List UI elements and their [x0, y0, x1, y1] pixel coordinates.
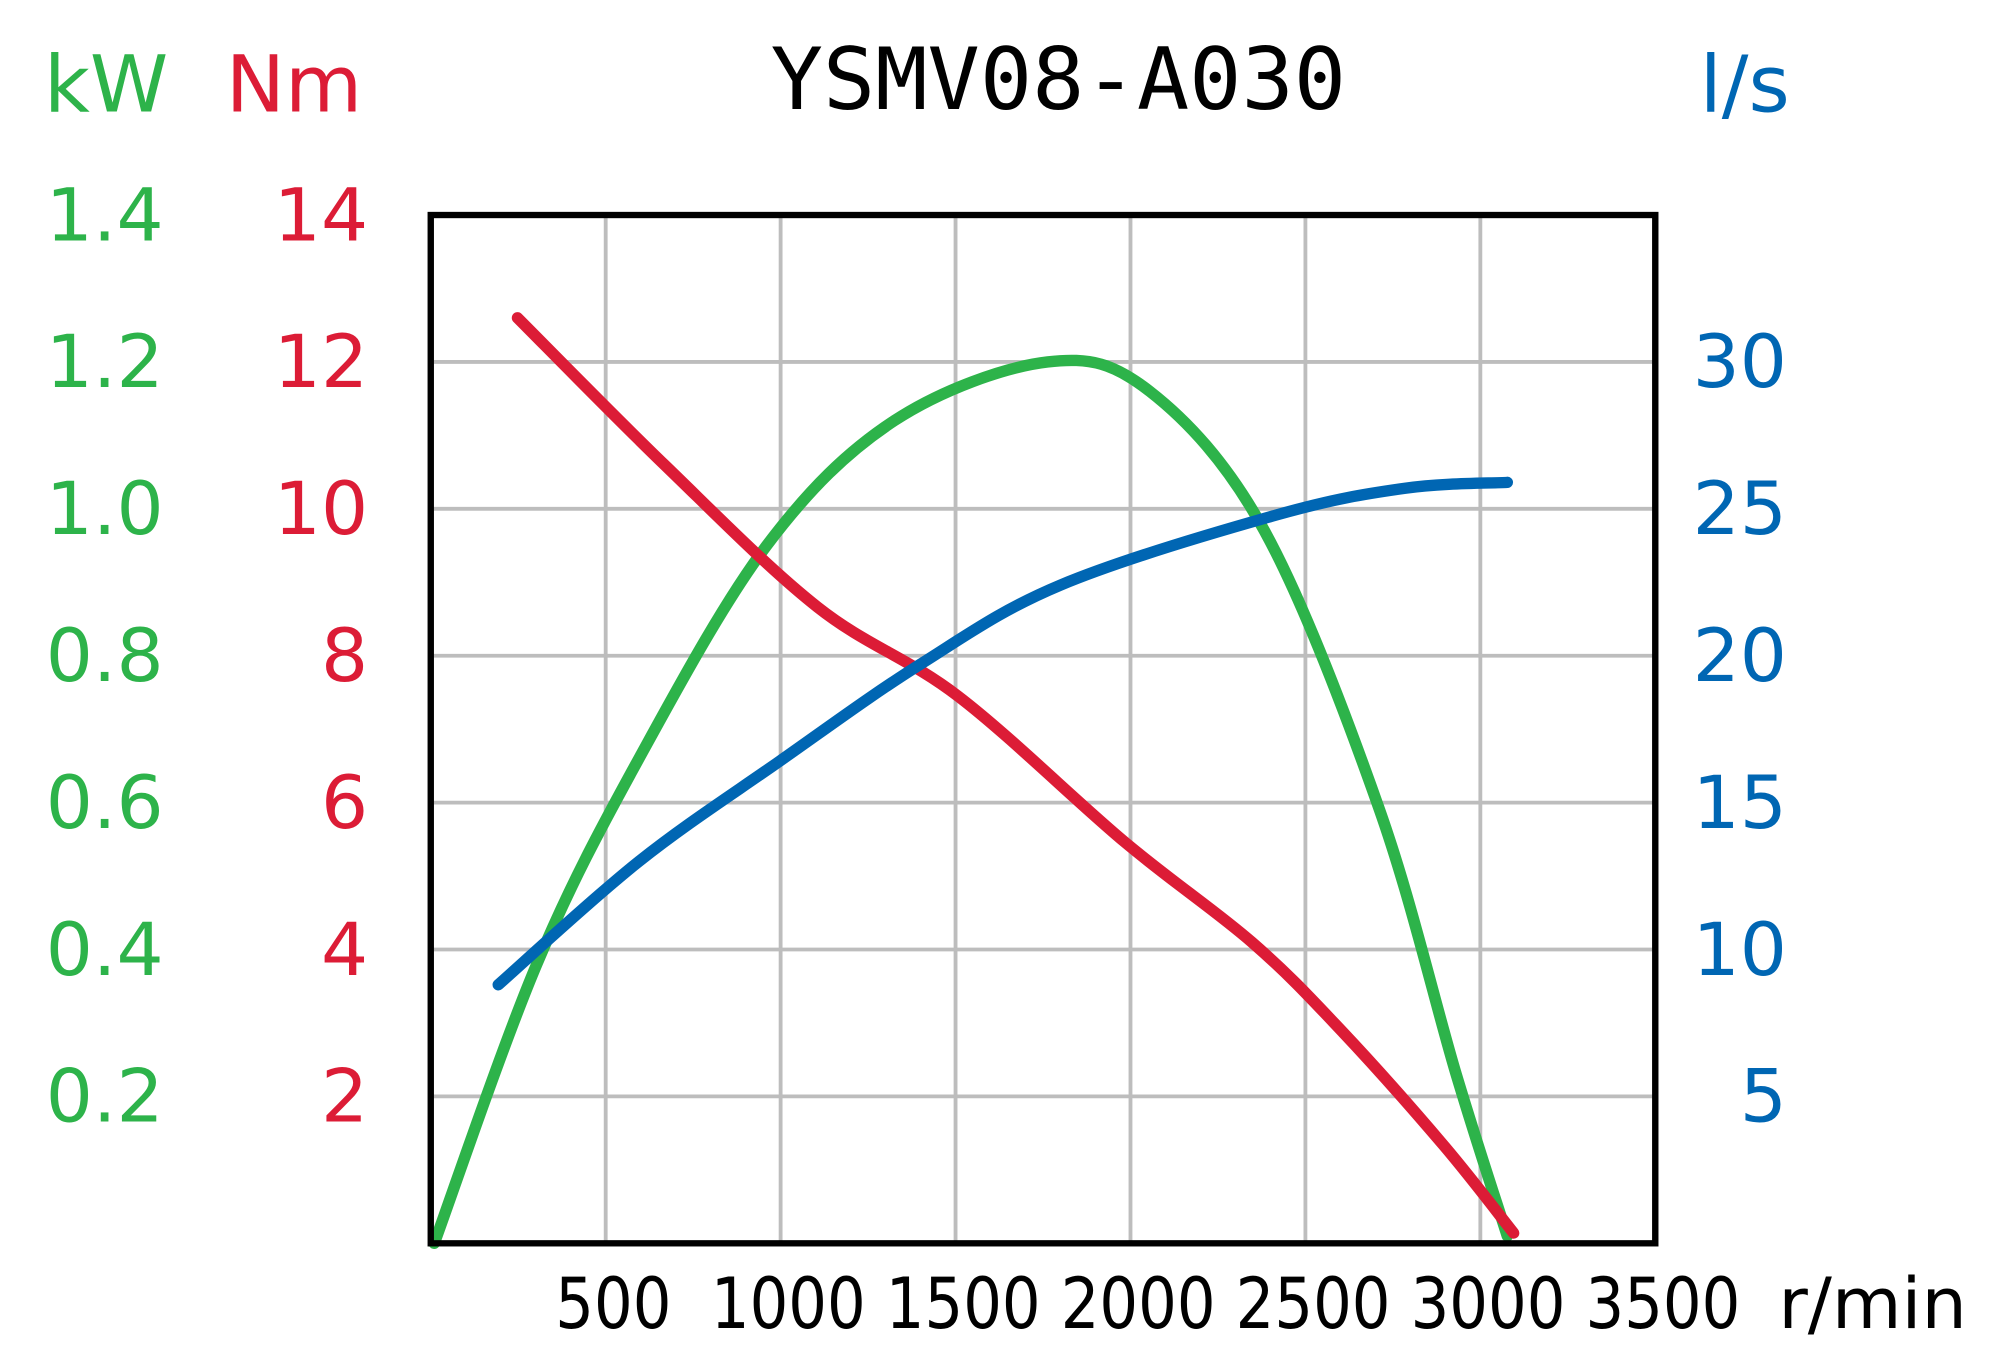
torque-tick-label: 2 [321, 1055, 368, 1140]
power-axis-label: kW [44, 39, 168, 131]
torque-tick-label: 14 [274, 174, 368, 259]
flow-tick-label: 30 [1693, 321, 1787, 406]
torque-tick-label: 6 [321, 761, 368, 846]
plot-frame [427, 211, 1659, 1247]
chart-title: YSMV08-A030 [771, 30, 1347, 129]
tick-labels: 500 1000 1500 2000 2500 3000 3500 0.2 0.4 0.6 0.8 1… [46, 174, 1787, 1346]
flow-axis-label: l/s [1700, 39, 1790, 131]
torque-tick-label: 10 [274, 467, 368, 552]
power-tick-label: 1.4 [46, 174, 164, 259]
torque-tick-label: 12 [274, 321, 368, 406]
torque-axis-label: Nm [226, 39, 362, 131]
flow-tick-label: 15 [1693, 761, 1787, 846]
x-tick-label: 500 [555, 1263, 671, 1346]
x-tick-label: 1500 [886, 1263, 1041, 1346]
flow-curve [492, 476, 1514, 991]
power-tick-label: 0.6 [46, 761, 164, 846]
x-tick-label: 2500 [1236, 1263, 1391, 1346]
power-tick-label: 1.2 [46, 321, 164, 406]
torque-curve [511, 312, 1520, 1239]
flow-tick-label: 5 [1740, 1055, 1787, 1140]
x-tick-label: 2000 [1061, 1263, 1216, 1346]
curves [428, 312, 1520, 1250]
flow-tick-label: 20 [1693, 614, 1787, 699]
power-tick-label: 0.8 [46, 614, 164, 699]
x-axis-label: r/min [1778, 1262, 1966, 1345]
flow-tick-label: 10 [1693, 908, 1787, 993]
torque-tick-label: 8 [321, 614, 368, 699]
x-tick-label: 1000 [711, 1263, 866, 1346]
torque-tick-label: 4 [321, 908, 368, 993]
grid [430, 215, 1656, 1244]
power-tick-label: 0.4 [46, 908, 164, 993]
x-tick-label: 3000 [1411, 1263, 1566, 1346]
power-curve [428, 354, 1514, 1250]
power-tick-label: 0.2 [46, 1055, 164, 1140]
x-tick-label: 3500 [1586, 1263, 1741, 1346]
flow-tick-label: 25 [1693, 467, 1787, 552]
power-tick-label: 1.0 [46, 467, 164, 552]
